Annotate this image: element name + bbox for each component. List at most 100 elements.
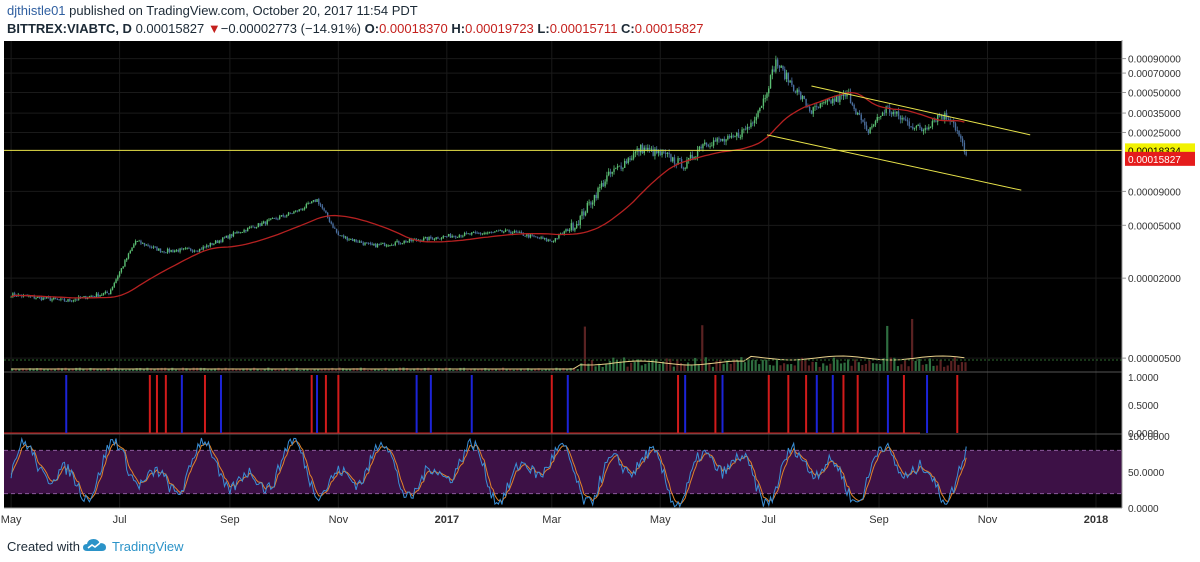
- candle-body: [953, 121, 955, 124]
- volume-bar: [946, 365, 949, 371]
- open-label: O:: [364, 21, 380, 36]
- volume-bar: [637, 359, 640, 371]
- y-tick-label: 0.00005000: [1128, 221, 1181, 232]
- volume-bar: [939, 359, 942, 371]
- volume-bar: [708, 362, 711, 371]
- candle-body: [391, 244, 393, 246]
- x-tick-label: Mar: [542, 514, 561, 526]
- last-price: 0.00015827: [135, 21, 205, 36]
- candle-body: [398, 240, 400, 244]
- y-tick-label: 0.00090000: [1128, 55, 1181, 66]
- candle-body: [392, 244, 395, 246]
- candle-body: [207, 245, 210, 247]
- candle-body: [727, 136, 729, 140]
- candle-body: [647, 147, 649, 151]
- candle-body: [860, 114, 862, 121]
- candle-body: [323, 208, 325, 211]
- candle-body: [906, 119, 909, 122]
- volume-bar: [640, 365, 643, 371]
- author-link[interactable]: djthistle01: [7, 3, 66, 18]
- volume-bar: [341, 368, 345, 371]
- candle-body: [504, 229, 507, 232]
- candle-body: [744, 128, 747, 130]
- candle-body: [268, 219, 270, 221]
- y-tick-label: 0.00070000: [1128, 69, 1181, 80]
- candle-body: [942, 115, 944, 120]
- volume-bar: [519, 368, 522, 371]
- candle-body: [193, 250, 195, 252]
- candle-body: [453, 235, 455, 237]
- volume-bar: [306, 368, 309, 371]
- candle-body: [543, 238, 546, 239]
- volume-bar: [718, 359, 722, 371]
- candle-body: [65, 301, 67, 302]
- candle-body: [536, 236, 539, 238]
- candle-body: [325, 210, 327, 213]
- candle-body: [714, 140, 717, 142]
- candle-body: [933, 120, 935, 122]
- volume-bar: [672, 366, 675, 371]
- candle-body: [924, 128, 926, 131]
- volume-bar: [957, 364, 960, 371]
- candle-body: [563, 231, 565, 235]
- candle-body: [538, 237, 541, 239]
- volume-bar: [395, 368, 398, 371]
- candle-body: [287, 212, 290, 216]
- price-axis-background: [1122, 40, 1200, 528]
- volume-bar: [879, 364, 882, 371]
- candle-body: [810, 110, 813, 114]
- candle-body: [556, 238, 558, 240]
- candle-body: [170, 250, 172, 252]
- candle-body: [357, 241, 359, 243]
- candle-body: [778, 66, 781, 68]
- volume-bar: [736, 361, 739, 371]
- candle-body: [915, 125, 918, 128]
- volume-bar: [882, 358, 885, 371]
- candle-body: [142, 242, 144, 244]
- tradingview-cloud-icon[interactable]: [82, 537, 108, 553]
- candle-body: [792, 85, 795, 92]
- candle-body: [435, 237, 437, 239]
- candle-body: [455, 236, 457, 238]
- volume-bar: [726, 360, 729, 371]
- candle-body: [216, 240, 219, 243]
- candle-body: [503, 231, 505, 233]
- candle-body: [572, 223, 574, 231]
- volume-bar: [523, 369, 526, 371]
- volume-bar: [274, 368, 277, 371]
- candle-body: [138, 240, 140, 242]
- candle-body: [143, 242, 146, 246]
- candle-body: [456, 237, 459, 238]
- candle-body: [937, 115, 939, 122]
- candle-body: [833, 98, 836, 102]
- candle-body: [339, 235, 341, 236]
- candle-body: [346, 236, 348, 241]
- price-chart[interactable]: 0.00090000 0.00070000 0.00050000 0.00035000…: [0, 40, 1200, 528]
- candle-body: [259, 223, 261, 226]
- candle-body: [686, 159, 688, 169]
- candle-body: [499, 230, 501, 231]
- candle-body: [266, 220, 268, 225]
- candle-body: [591, 202, 594, 205]
- volume-bar: [53, 369, 56, 371]
- candle-body: [607, 171, 610, 176]
- volume-bar: [142, 368, 145, 371]
- volume-bar: [868, 360, 871, 371]
- candle-body: [951, 121, 953, 122]
- volume-bar: [576, 369, 579, 371]
- volume-bar: [580, 363, 583, 371]
- candle-body: [378, 244, 380, 245]
- candle-body: [476, 232, 478, 234]
- volume-bar: [228, 368, 231, 371]
- candle-body: [901, 117, 903, 120]
- volume-bar: [39, 368, 42, 371]
- candle-body: [12, 293, 14, 297]
- candle-body: [664, 152, 667, 154]
- candle-body: [40, 297, 43, 300]
- tradingview-brand[interactable]: TradingView: [112, 539, 184, 554]
- candle-body: [74, 299, 76, 301]
- volume-bar: [455, 369, 458, 371]
- candle-body: [736, 132, 738, 137]
- volume-bar: [797, 358, 800, 371]
- candle-body: [467, 233, 469, 235]
